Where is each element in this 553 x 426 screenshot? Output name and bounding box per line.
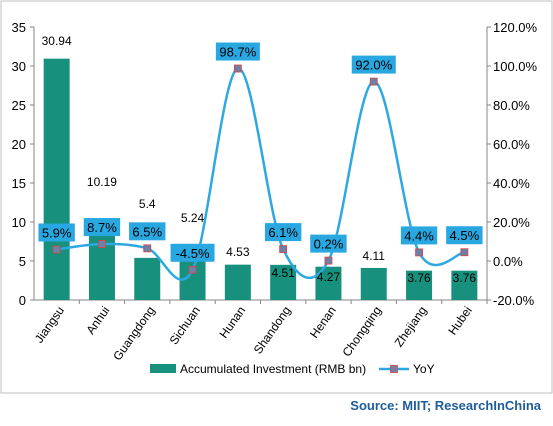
bar-value-label: 3.76 — [453, 271, 477, 285]
yoy-label-box — [215, 42, 260, 61]
right-axis-tick-label: -20.0% — [493, 293, 535, 308]
yoy-marker — [188, 265, 197, 274]
yoy-marker — [98, 240, 106, 248]
bar-value-label: 4.53 — [226, 245, 250, 259]
left-axis-tick-label: 20 — [12, 137, 26, 152]
yoy-label-box — [129, 222, 166, 241]
right-axis-tick-label: 0.0% — [493, 254, 523, 269]
bar-value-label: 4.51 — [271, 266, 295, 280]
yoy-marker — [324, 256, 333, 265]
legend-bar-label: Accumulated Investment (RMB bn) — [180, 362, 366, 376]
yoy-value-label: 4.5% — [450, 228, 480, 243]
bar-value-label: 5.4 — [139, 197, 156, 211]
yoy-marker — [279, 245, 288, 254]
bar — [360, 267, 387, 300]
yoy-marker — [369, 77, 378, 86]
bar — [270, 264, 297, 300]
x-axis-tick-label: Sichuan — [167, 304, 203, 348]
left-axis-tick-label: 15 — [12, 176, 26, 191]
yoy-line — [56, 67, 465, 281]
bar — [43, 58, 70, 300]
x-axis-tick-label: Zhejiang — [392, 304, 430, 350]
x-axis-tick-label: Jiangsu — [32, 304, 67, 346]
bar-value-label: 10.19 — [87, 175, 117, 189]
yoy-marker — [415, 248, 423, 257]
left-axis-tick-label: 30 — [12, 59, 26, 74]
yoy-marker — [233, 64, 242, 73]
bar-value-label: 30.94 — [42, 34, 72, 48]
x-axis-tick-label: Anhui — [83, 304, 112, 337]
chart-border — [0, 0, 553, 394]
left-axis-tick-label: 35 — [12, 20, 26, 35]
right-axis-tick-label: 40.0% — [493, 176, 530, 191]
yoy-value-label: 4.4% — [404, 228, 434, 243]
legend-bar-swatch — [150, 364, 176, 373]
left-axis-tick-label: 25 — [12, 98, 26, 113]
yoy-label-box — [446, 226, 483, 245]
right-axis-tick-label: 80.0% — [493, 98, 530, 113]
legend-line-label: YoY — [413, 362, 435, 376]
x-axis-tick-label: Guangdong — [110, 304, 157, 363]
yoy-value-label: 0.2% — [314, 237, 344, 252]
right-axis-tick-label: 60.0% — [493, 137, 530, 152]
x-axis-tick-label: Henan — [307, 304, 339, 341]
source-note: Source: MIIT; ResearchInChina — [350, 398, 541, 413]
yoy-value-label: 6.5% — [132, 224, 162, 239]
legend-line-marker — [390, 365, 398, 373]
bar-value-label: 3.76 — [407, 271, 431, 285]
bar — [224, 264, 251, 300]
yoy-label-box — [264, 223, 302, 242]
yoy-label-box — [310, 234, 347, 253]
bar-value-label: 4.27 — [317, 270, 341, 284]
bar — [451, 270, 478, 300]
bar-value-label: 4.11 — [363, 249, 386, 263]
yoy-marker — [143, 244, 152, 253]
yoy-label-box — [38, 223, 75, 242]
yoy-value-label: 6.1% — [268, 225, 298, 240]
yoy-value-label: 8.7% — [87, 220, 117, 235]
x-axis-tick-label: Hunan — [217, 304, 249, 341]
x-axis-tick-label: Shandong — [251, 304, 294, 357]
yoy-value-label: 92.0% — [355, 58, 392, 73]
bar — [406, 270, 433, 300]
yoy-value-label: 98.7% — [219, 45, 256, 60]
yoy-marker — [460, 248, 469, 257]
yoy-label-box — [83, 218, 121, 237]
right-axis-tick-label: 120.0% — [493, 20, 538, 35]
yoy-label-box — [351, 55, 396, 74]
left-axis-tick-label: 5 — [19, 254, 26, 269]
bar — [134, 257, 161, 300]
yoy-label-box — [170, 243, 215, 262]
yoy-label-box — [400, 226, 438, 245]
left-axis-tick-label: 10 — [12, 215, 26, 230]
right-axis-tick-label: 20.0% — [493, 215, 530, 230]
right-axis-tick-label: 100.0% — [493, 59, 538, 74]
left-axis-tick-label: 0 — [19, 293, 26, 308]
x-axis-tick-label: Hubei — [445, 304, 474, 338]
yoy-value-label: 5.9% — [42, 225, 72, 240]
yoy-value-label: -4.5% — [176, 246, 210, 261]
yoy-marker — [52, 245, 61, 254]
bar-value-label: 5.24 — [181, 211, 205, 225]
x-axis-tick-label: Chongqing — [339, 304, 384, 360]
